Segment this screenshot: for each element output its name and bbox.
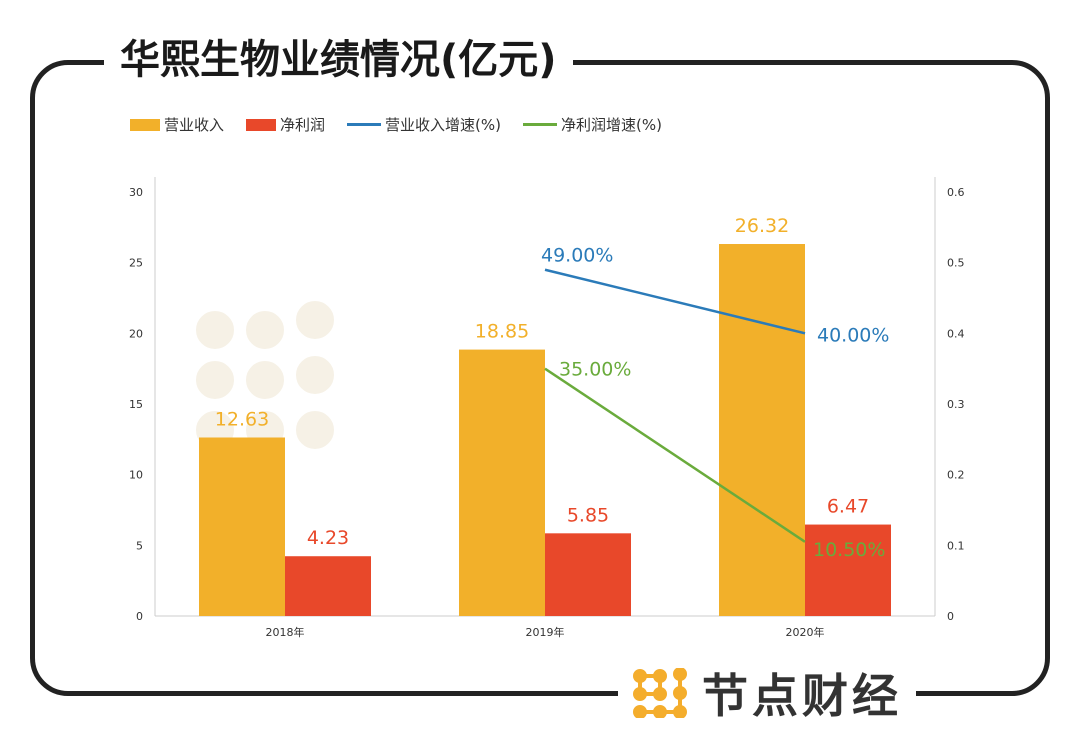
legend-swatch <box>130 118 160 131</box>
data-label-revenue: 26.32 <box>735 215 789 237</box>
y-tick-label: 25 <box>129 257 143 270</box>
legend-profit: 净利润 <box>246 114 325 135</box>
data-label-revenue: 18.85 <box>475 321 529 343</box>
legend-label: 营业收入 <box>164 116 225 134</box>
bar-revenue <box>199 437 285 616</box>
legend-swatch <box>347 123 382 126</box>
legend-label: 净利润增速(%) <box>561 116 662 134</box>
brand-name: 节点财经 <box>702 669 902 723</box>
logo-icon <box>633 668 687 718</box>
y2-tick-label: 0.2 <box>947 469 965 482</box>
legend: 营业收入 净利润 营业收入增速(%) 净利润增速(%) <box>130 114 662 135</box>
legend-swatch <box>523 123 557 126</box>
data-label-revenue: 12.63 <box>215 408 269 430</box>
bar-revenue <box>719 244 805 616</box>
x-tick-label: 2020年 <box>786 625 825 639</box>
page-title: 华熙生物业绩情况(亿元) <box>104 30 573 90</box>
brand-logo: 节点财经 <box>618 660 916 726</box>
y-tick-label: 15 <box>129 398 143 411</box>
legend-profit-growth: 净利润增速(%) <box>523 114 662 135</box>
data-label-growth: 35.00% <box>559 359 631 381</box>
legend-swatch <box>246 118 277 131</box>
y2-tick-label: 0.6 <box>947 186 965 199</box>
data-label-profit: 4.23 <box>307 527 349 549</box>
watermark-dot <box>196 361 234 399</box>
watermark-dot <box>296 411 334 449</box>
bar-profit <box>545 533 631 616</box>
legend-revenue: 营业收入 <box>130 114 224 135</box>
watermark-dot <box>246 311 284 349</box>
y2-tick-label: 0.3 <box>947 398 965 411</box>
legend-revenue-growth: 营业收入增速(%) <box>347 114 501 135</box>
watermark-dot <box>296 301 334 339</box>
y2-tick-label: 0.4 <box>947 327 965 340</box>
y-tick-label: 10 <box>129 469 143 482</box>
legend-label: 营业收入增速(%) <box>385 116 501 134</box>
data-label-growth: 49.00% <box>541 245 613 267</box>
x-tick-label: 2018年 <box>266 625 305 639</box>
watermark-dot <box>296 356 334 394</box>
data-label-growth: 10.50% <box>813 539 885 561</box>
y-tick-label: 5 <box>136 539 143 552</box>
bar-revenue <box>459 349 545 616</box>
data-label-growth: 40.00% <box>817 324 889 346</box>
y2-tick-label: 0.5 <box>947 257 965 270</box>
line-revenue-growth <box>544 268 806 335</box>
bar-profit <box>805 524 891 616</box>
x-tick-label: 2019年 <box>526 625 565 639</box>
y-tick-label: 20 <box>129 327 143 340</box>
watermark-dot <box>196 311 234 349</box>
legend-label: 净利润 <box>280 116 326 134</box>
y-tick-label: 0 <box>136 610 143 623</box>
y2-tick-label: 0.1 <box>947 539 965 552</box>
y-tick-label: 30 <box>129 186 143 199</box>
watermark-dot <box>246 361 284 399</box>
data-label-profit: 6.47 <box>827 496 869 518</box>
bar-profit <box>285 556 371 616</box>
y2-tick-label: 0 <box>947 610 954 623</box>
data-label-profit: 5.85 <box>567 504 609 526</box>
line-profit-growth <box>544 367 806 543</box>
